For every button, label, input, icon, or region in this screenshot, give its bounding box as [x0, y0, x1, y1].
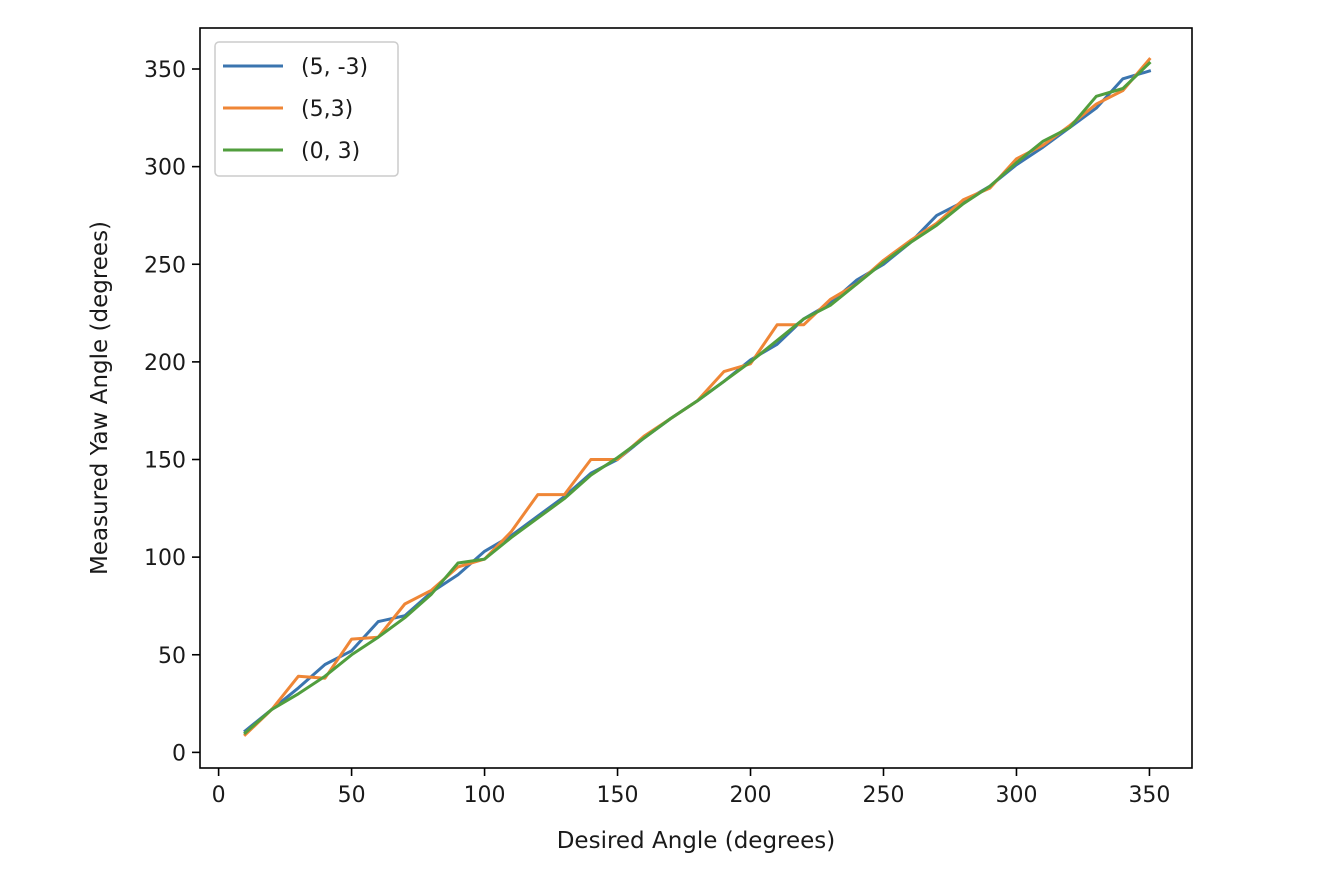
x-tick-label: 250: [862, 783, 904, 808]
y-axis-label: Measured Yaw Angle (degrees): [87, 221, 113, 575]
legend-label-0: (5, -3): [301, 55, 368, 80]
y-tick-label: 0: [172, 741, 186, 766]
y-tick-label: 150: [144, 449, 186, 474]
x-axis-label: Desired Angle (degrees): [557, 828, 836, 854]
axes-layer: 0 50 100 150 200 250 300 350 0 50 100 150 200 250 300 3…: [144, 58, 1170, 808]
y-tick-label: 100: [144, 546, 186, 571]
y-tick-label: 250: [144, 253, 186, 278]
x-tick-label: 200: [730, 783, 772, 808]
series-layer: [243, 57, 1152, 737]
series-line-2: [243, 60, 1152, 736]
plot-frame: [199, 27, 1193, 769]
x-tick-label: 150: [597, 783, 639, 808]
x-tick-label: 0: [212, 783, 226, 808]
x-tick-label: 50: [338, 783, 366, 808]
legend: (5, -3) (5,3) (0, 3): [214, 41, 399, 177]
y-tick-label: 200: [144, 351, 186, 376]
x-tick-label: 350: [1128, 783, 1170, 808]
x-tick-label: 100: [464, 783, 506, 808]
x-tick-label: 300: [995, 783, 1037, 808]
legend-label-2: (0, 3): [301, 139, 360, 164]
y-tick-label: 350: [144, 58, 186, 83]
legend-box: [214, 41, 399, 177]
legend-label-1: (5,3): [301, 97, 353, 122]
y-tick-label: 300: [144, 156, 186, 181]
y-tick-label: 50: [158, 644, 186, 669]
